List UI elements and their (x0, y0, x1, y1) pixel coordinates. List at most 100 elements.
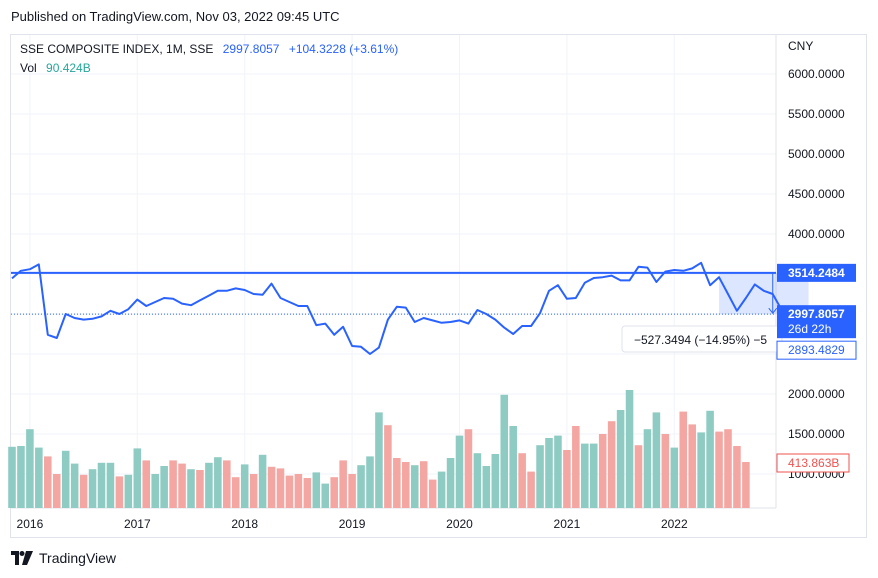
measure-label-text: −527.3494 (−14.95%) −5 (634, 333, 767, 347)
volume-bar (17, 446, 25, 508)
price-tick-label: 4500.0000 (788, 187, 845, 201)
marker-bg (777, 263, 856, 282)
volume-bar (419, 461, 428, 508)
volume-bar (160, 466, 168, 508)
volume-bar (79, 474, 88, 508)
volume-bar (661, 434, 670, 508)
price-axis: CNY 4000.0000 4500.0000 5000.0000 5500.0000 6… (788, 39, 845, 481)
legend-change: +104.3228 (+3.61%) (288, 42, 399, 56)
volume-bar (231, 477, 240, 508)
volume-bar (52, 474, 61, 508)
volume-bar (402, 462, 410, 508)
volume-bar (8, 446, 16, 508)
volume-bar (205, 462, 213, 508)
marker-horizontal-line: 3514.2484 (777, 263, 856, 282)
volume-bar (563, 450, 571, 508)
measure-label-box (621, 325, 783, 353)
volume-bar (330, 477, 338, 508)
volume-bar (643, 429, 652, 508)
brand-name: TradingView (39, 550, 117, 566)
time-tick-label: 2021 (554, 517, 581, 531)
volume-bar (258, 454, 267, 508)
footer-brand[interactable]: TradingView (11, 550, 116, 566)
symbol-title[interactable]: SSE COMPOSITE INDEX, 1M, SSE (20, 42, 214, 56)
volume-bar (321, 483, 330, 508)
published-caption: Published on TradingView.com, Nov 03, 20… (11, 9, 340, 24)
currency-label: CNY (788, 39, 813, 53)
volume-bar (589, 443, 598, 508)
volume-bar (393, 458, 401, 508)
volume-bar (61, 450, 70, 508)
volume-bar (70, 463, 79, 508)
volume-bar (598, 434, 607, 508)
volume-bar (518, 453, 526, 508)
volume-bar (312, 472, 321, 508)
volume-bar (572, 426, 580, 508)
volume-bar (500, 394, 509, 508)
time-tick-label: 2018 (231, 517, 258, 531)
volume-bar (97, 462, 106, 508)
volume-bar (697, 432, 705, 508)
volume-bar (670, 447, 679, 508)
legend-price: 2997.8057 (222, 42, 280, 56)
price-tick-label: 4000.0000 (788, 227, 845, 241)
time-tick-label: 2022 (661, 517, 688, 531)
volume-bar (106, 462, 115, 508)
volume-bar (581, 443, 589, 508)
volume-bar (294, 474, 303, 508)
volume-bar (44, 456, 52, 508)
marker-bg (776, 453, 850, 473)
chart-grid (11, 35, 777, 509)
volume-bar (688, 424, 696, 508)
volume-bar (679, 411, 688, 508)
volume-bar (339, 460, 347, 508)
volume-label[interactable]: Vol (20, 61, 37, 75)
volume-bar (455, 435, 464, 508)
volume-bar (554, 435, 562, 508)
volume-bar (437, 471, 446, 508)
volume-value: 90.424B (46, 61, 91, 75)
volume-bar (142, 460, 151, 508)
volume-bar (616, 410, 625, 508)
volume-bar (196, 470, 204, 508)
volume-bar (26, 429, 34, 508)
volume-bar (88, 469, 97, 508)
volume-bars (8, 390, 750, 508)
marker-bg (776, 340, 857, 360)
volume-bar (169, 460, 177, 508)
marker-volume: 413.863B (776, 453, 850, 473)
price-tick-label: 5000.0000 (788, 147, 845, 161)
volume-bar (428, 479, 437, 508)
volume-bar (249, 474, 258, 508)
volume-bar (303, 478, 312, 508)
marker-price: 2893.4829 (776, 340, 857, 360)
chart-frame[interactable] (10, 34, 867, 538)
volume-bar (133, 448, 142, 508)
marker-text: 2893.4829 (788, 343, 845, 357)
volume-bar (187, 469, 195, 508)
volume-bar (634, 445, 643, 508)
volume-bar (366, 456, 374, 508)
time-tick-label: 2019 (339, 517, 366, 531)
volume-bar (473, 453, 482, 508)
volume-bar (357, 465, 365, 508)
measure-tool: −527.3494 (−14.95%) −5 (621, 272, 809, 353)
volume-bar (545, 438, 553, 508)
volume-bar (482, 466, 491, 508)
tradingview-logo-icon (11, 551, 33, 565)
price-tick-label: 6000.0000 (788, 67, 845, 81)
volume-bar (509, 426, 517, 508)
volume-bar (223, 460, 231, 508)
volume-tick-label: 2000.0000 (788, 387, 845, 401)
volume-tick-label: 1500.0000 (788, 427, 845, 441)
marker-text: 413.863B (788, 456, 839, 470)
volume-bar (348, 474, 356, 508)
volume-bar (151, 474, 159, 508)
volume-bar (285, 475, 294, 508)
volume-bar (527, 471, 535, 508)
volume-bar (375, 412, 383, 508)
volume-bar (491, 454, 500, 508)
